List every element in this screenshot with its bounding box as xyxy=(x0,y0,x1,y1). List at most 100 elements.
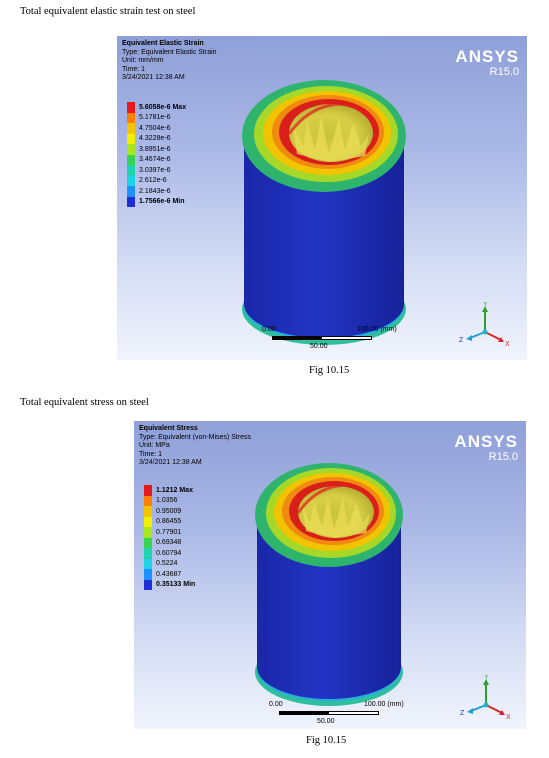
result-unit: Unit: mm/mm xyxy=(122,57,164,65)
legend-row: 5.6058e-6 Max xyxy=(127,102,186,113)
scale-bar-fill xyxy=(273,337,322,339)
legend-swatch xyxy=(127,133,135,144)
scale-right-label: 100.00 (mm) xyxy=(364,701,404,708)
legend-swatch xyxy=(144,558,152,569)
scale-bar: 0.00 100.00 (mm) 50.00 xyxy=(262,326,407,356)
result-type: Type: Equivalent (von-Mises) Stress xyxy=(139,433,252,441)
scale-bar-graphic xyxy=(272,336,372,340)
y-axis-arrow xyxy=(482,306,488,312)
scale-bar-fill xyxy=(280,712,329,714)
legend-swatch xyxy=(144,548,152,559)
axis-triad: Y X Z xyxy=(459,302,510,348)
x-axis-label: X xyxy=(505,341,510,348)
cylinder-model xyxy=(242,80,406,345)
panel-header: Equivalent Stress Type: Equivalent (von-… xyxy=(139,425,251,468)
legend-swatch xyxy=(127,154,135,165)
legend-swatch xyxy=(144,579,152,590)
legend-row: 5.1781e-6 xyxy=(127,112,186,123)
legend-swatch xyxy=(127,144,135,155)
result-date: 3/24/2021 12:38 AM xyxy=(122,74,185,82)
inner-bore-texture xyxy=(302,496,370,538)
x-axis-label: X xyxy=(506,714,511,721)
ansys-stress-panel: Equivalent Stress Type: Equivalent (von-… xyxy=(134,421,526,729)
legend-row: 4.7504e-6 xyxy=(127,123,186,134)
legend-swatch xyxy=(144,485,152,496)
legend-row: 1.0356 xyxy=(144,495,195,506)
result-unit: Unit: MPa xyxy=(139,442,170,450)
x-axis-line xyxy=(485,704,503,714)
result-title: Equivalent Stress xyxy=(139,425,198,432)
ansys-logo: ANSYS R15.0 xyxy=(455,47,519,79)
z-axis-line xyxy=(469,331,486,339)
scale-bar-graphic xyxy=(279,711,379,715)
axis-triad: Y X Z xyxy=(460,675,511,721)
legend-row: 0.5224 xyxy=(144,558,195,569)
legend-row: 0.86455 xyxy=(144,516,195,527)
panel-header: Equivalent Elastic Strain Type: Equivale… xyxy=(122,40,217,83)
legend-swatch xyxy=(127,165,135,176)
legend-row: 1.1212 Max xyxy=(144,485,195,496)
y-axis-label: Y xyxy=(483,302,488,308)
legend-row: 0.43687 xyxy=(144,569,195,580)
legend-swatch xyxy=(144,527,152,538)
legend-swatch xyxy=(127,102,135,113)
ansys-logo-name: ANSYS xyxy=(454,432,518,451)
legend-swatch xyxy=(144,516,152,527)
result-type: Type: Equivalent Elastic Strain xyxy=(122,48,217,56)
result-time: Time: 1 xyxy=(139,450,163,458)
color-legend: 1.1212 Max 1.0356 0.95009 0.86455 0.7790… xyxy=(144,485,195,590)
x-axis-line xyxy=(484,331,502,341)
figure-caption-2: Fig 10.15 xyxy=(306,735,347,746)
z-axis-label: Z xyxy=(459,337,464,344)
legend-row: 3.8951e-6 xyxy=(127,144,186,155)
legend-swatch xyxy=(127,123,135,134)
scale-left-label: 0.00 xyxy=(262,326,276,333)
legend-row: 0.77901 xyxy=(144,527,195,538)
x-axis-arrow xyxy=(498,337,504,342)
legend-row: 0.95009 xyxy=(144,506,195,517)
scale-bar: 0.00 100.00 (mm) 50.00 xyxy=(269,701,414,729)
ansys-strain-panel: Equivalent Elastic Strain Type: Equivale… xyxy=(117,36,527,360)
ansys-logo-name: ANSYS xyxy=(455,47,519,66)
legend-swatch xyxy=(144,506,152,517)
z-axis-label: Z xyxy=(460,710,465,717)
y-axis-label: Y xyxy=(484,675,489,681)
result-time: Time: 1 xyxy=(122,65,146,73)
legend-row: 2.612e-6 xyxy=(127,175,186,186)
legend-row: 3.0397e-6 xyxy=(127,165,186,176)
legend-swatch xyxy=(127,175,135,186)
section-heading-stress: Total equivalent stress on steel xyxy=(20,397,149,408)
legend-swatch xyxy=(127,196,135,207)
cylinder-model xyxy=(255,463,403,706)
legend-swatch xyxy=(144,569,152,580)
scale-mid-label: 50.00 xyxy=(317,718,335,725)
legend-swatch xyxy=(127,112,135,123)
z-axis-arrow xyxy=(466,335,472,341)
x-axis-arrow xyxy=(499,710,505,715)
legend-row: 1.7566e-6 Min xyxy=(127,196,186,207)
scale-right-label: 100.00 (mm) xyxy=(357,326,397,333)
ansys-logo-version: R15.0 xyxy=(489,66,519,78)
ansys-logo: ANSYS R15.0 xyxy=(454,432,518,464)
ansys-logo-version: R15.0 xyxy=(488,451,518,463)
color-legend: 5.6058e-6 Max 5.1781e-6 4.7504e-6 4.3228… xyxy=(127,102,186,207)
legend-row: 0.60794 xyxy=(144,548,195,559)
inner-bore-texture xyxy=(293,116,369,162)
legend-row: 0.69348 xyxy=(144,537,195,548)
legend-swatch xyxy=(144,495,152,506)
cylinder-body xyxy=(244,136,404,338)
legend-row: 4.3228e-6 xyxy=(127,133,186,144)
section-heading-strain: Total equivalent elastic strain test on … xyxy=(20,6,196,17)
legend-swatch xyxy=(127,186,135,197)
inner-red-edge xyxy=(296,483,378,514)
figure-caption-1: Fig 10.15 xyxy=(309,365,350,376)
triad-origin xyxy=(482,329,488,335)
legend-row: 0.35133 Min xyxy=(144,579,195,590)
result-title: Equivalent Elastic Strain xyxy=(122,40,204,47)
z-axis-arrow xyxy=(467,708,473,714)
result-date: 3/24/2021 12:38 AM xyxy=(139,459,202,467)
legend-row: 3.4674e-6 xyxy=(127,154,186,165)
z-axis-line xyxy=(470,704,487,712)
legend-row: 2.1843e-6 xyxy=(127,186,186,197)
legend-swatch xyxy=(144,537,152,548)
